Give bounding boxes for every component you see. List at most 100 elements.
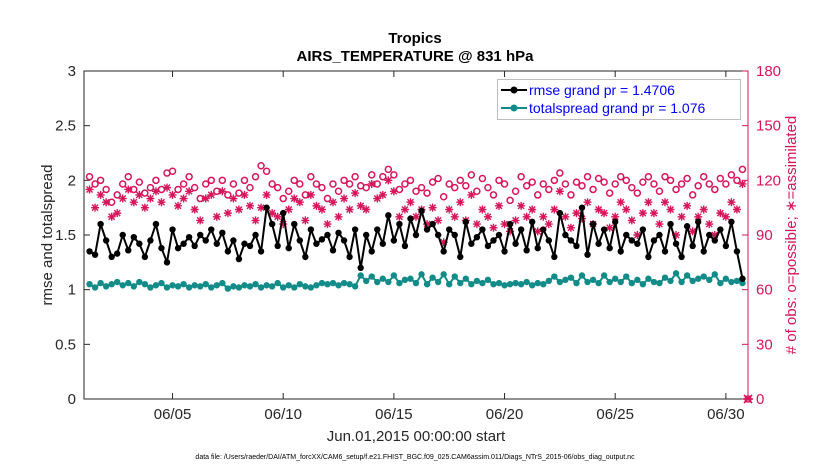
totalspread-point (163, 284, 171, 291)
obs-possible-point (296, 180, 304, 188)
legend: rmse grand pr = 1.4706 totalspread grand… (497, 79, 741, 120)
legend-rmse-label: rmse grand pr = 1.4706 (529, 82, 675, 98)
y-axis-label: rmse and totalspread (39, 165, 56, 306)
totalspread-point (584, 278, 591, 286)
rmse-point (313, 240, 320, 247)
obs-possible-point (434, 174, 442, 183)
rmse-point (623, 231, 630, 239)
obs-possible-point (362, 183, 370, 192)
obs-possible-point (284, 187, 293, 196)
y2-tick-label: 180 (756, 63, 781, 80)
obs-possible-point (428, 178, 437, 186)
y-tick-label: 2 (68, 172, 76, 189)
rmse-point (324, 231, 331, 239)
obs-possible-point (329, 180, 337, 188)
rmse-point (495, 231, 503, 239)
totalspread-point (224, 285, 232, 292)
obs-assimilated-point (572, 209, 581, 218)
totalspread-point (733, 277, 741, 285)
obs-assimilated-point (212, 212, 221, 221)
obs-assimilated-point (257, 203, 266, 212)
obs-assimilated-point (135, 190, 144, 199)
legend-totalspread-marker (501, 104, 527, 112)
y2-tick-label: 120 (756, 172, 781, 189)
obs-assimilated-point (323, 220, 332, 229)
obs-assimilated-point (517, 201, 526, 210)
rmse-point (185, 233, 193, 241)
rmse-point (423, 226, 431, 233)
obs-assimilated-point (583, 198, 592, 207)
obs-possible-point (655, 187, 664, 196)
totalspread-point (672, 270, 680, 277)
totalspread-point (268, 283, 276, 290)
obs-possible-point (379, 172, 387, 181)
rmse-point (158, 244, 165, 252)
rmse-point (711, 237, 718, 244)
totalspread-point (280, 284, 287, 291)
totalspread-point (324, 281, 331, 288)
rmse-point (191, 242, 198, 250)
obs-possible-point (478, 174, 487, 183)
rmse-point (357, 264, 364, 271)
rmse-point (351, 226, 359, 233)
totalspread-point (656, 279, 663, 287)
obs-possible-point (323, 194, 332, 203)
totalspread-point (567, 274, 575, 281)
rmse-point (219, 229, 226, 237)
totalspread-point (545, 277, 552, 285)
obs-assimilated-point (428, 203, 437, 212)
obs-possible-point (650, 180, 658, 188)
totalspread-point (412, 279, 420, 287)
rmse-point (490, 237, 497, 244)
obs-assimilated-point (207, 190, 216, 199)
obs-possible-point (572, 178, 581, 186)
obs-assimilated-point (234, 205, 243, 214)
totalspread-point (197, 283, 204, 290)
rmse-point (169, 226, 176, 233)
rmse-point (606, 244, 613, 252)
rmse-point (434, 231, 442, 239)
obs-possible-point (135, 178, 144, 186)
totalspread-point (257, 284, 265, 291)
obs-possible-point (423, 189, 431, 197)
totalspread-point (208, 284, 215, 291)
totalspread-point (363, 277, 370, 285)
rmse-point (363, 231, 370, 239)
obs-zero-circle (744, 395, 752, 403)
obs-assimilated-point (699, 205, 708, 214)
obs-assimilated-point (251, 216, 260, 225)
rmse-point (584, 251, 591, 258)
obs-possible-point (146, 183, 155, 192)
x-tick-label: 06/05 (154, 406, 192, 423)
totalspread-point (191, 282, 198, 289)
totalspread-point (506, 281, 514, 288)
obs-possible-point (312, 180, 321, 188)
rmse-point (617, 248, 624, 255)
obs-assimilated-point (400, 205, 409, 214)
obs-assimilated-point (732, 205, 741, 214)
obs-possible-point (417, 183, 426, 192)
totalspread-point (512, 279, 519, 287)
rmse-point (374, 226, 381, 233)
obs-assimilated-point (301, 216, 310, 225)
obs-assimilated-point (284, 205, 293, 214)
totalspread-point (97, 279, 104, 287)
totalspread-point (540, 281, 547, 288)
obs-possible-point (279, 194, 287, 203)
totalspread-point (612, 275, 619, 282)
rmse-point (296, 237, 303, 244)
obs-possible-point (578, 182, 586, 190)
rmse-point (446, 226, 453, 233)
totalspread-point (711, 271, 718, 278)
totalspread-point (274, 279, 281, 287)
obs-assimilated-point (91, 203, 100, 212)
totalspread-point (346, 281, 353, 288)
obs-possible-point (727, 171, 736, 179)
rmse-point (733, 248, 741, 255)
obs-possible-point (694, 182, 702, 190)
obs-possible-point (340, 176, 348, 185)
obs-assimilated-point (611, 212, 620, 221)
rmse-point (468, 240, 475, 247)
y-tick-label: 3 (68, 63, 76, 80)
